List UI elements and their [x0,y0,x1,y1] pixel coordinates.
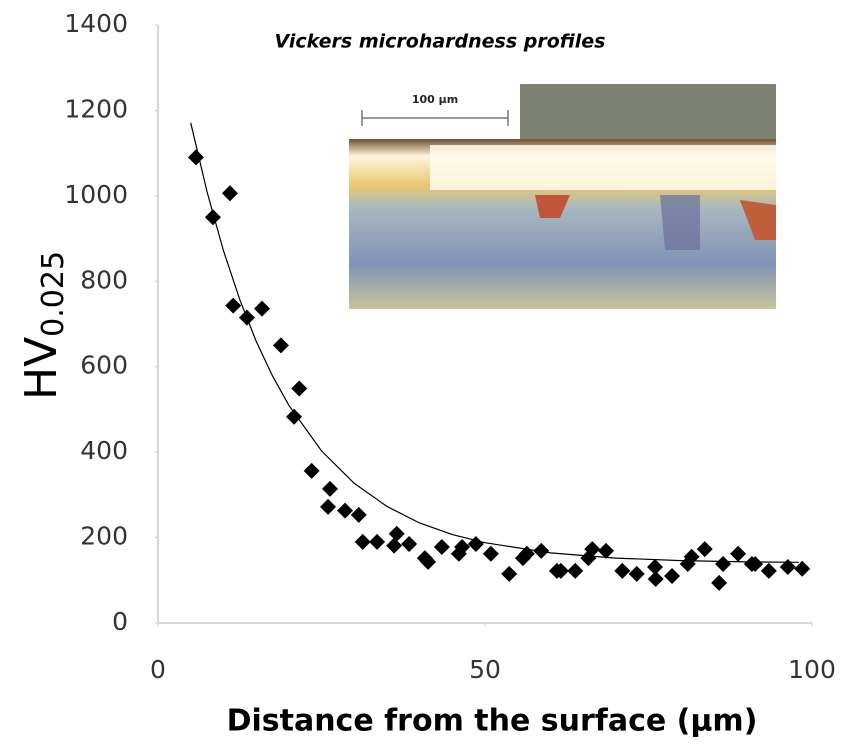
data-point [320,498,337,515]
data-point [747,556,764,573]
data-point [388,525,405,542]
data-point [454,538,471,555]
x-tick-label: 0 [150,655,166,684]
data-point [597,542,614,559]
y-axis-label: HV0.025 [16,251,71,400]
data-point [760,562,777,579]
data-point [501,565,518,582]
data-point [386,537,403,554]
data-point [354,533,371,550]
fit-line [190,122,799,563]
y-tick-label: 1200 [64,94,128,123]
data-point [253,300,270,317]
data-point [291,380,308,397]
x-axis-label: Distance from the surface (µm) [227,704,758,739]
y-tick-label: 0 [112,607,128,636]
data-point [433,538,450,555]
data-point [401,535,418,552]
data-point [272,337,289,354]
data-point [647,571,664,588]
data-point [286,408,303,425]
x-tick-label: 50 [469,655,501,684]
data-point [482,545,499,562]
y-tick-label: 600 [80,351,128,380]
data-point [467,535,484,552]
data-point [794,560,811,577]
data-point [225,297,242,314]
data-point [683,548,700,565]
data-point [322,480,339,497]
data-point [584,541,601,558]
data-point [715,556,732,573]
y-axis-label-main: HV [16,337,67,400]
data-point [552,562,569,579]
data-point [337,502,354,519]
chart-title: Vickers microhardness profiles [275,31,606,53]
data-point [647,559,664,576]
y-tick-label: 1000 [64,180,128,209]
data-point [664,568,681,585]
inset-image: 100 µm [349,84,776,309]
data-point [730,545,747,562]
x-tick-label: 100 [788,655,836,684]
y-tick-label: 800 [80,265,128,294]
data-point [204,209,221,226]
y-axis-label-subscript: 0.025 [36,251,71,337]
y-axis-label-group: HV0.025 [16,251,71,400]
y-tick-label: 200 [80,522,128,551]
data-point [533,542,550,559]
data-point [238,309,255,326]
data-point [420,553,437,570]
y-tick-label: 400 [80,436,128,465]
y-tick-label: 1400 [64,9,128,38]
data-point [628,565,645,582]
data-point [303,462,320,479]
inset-scale-label: 100 µm [412,93,458,106]
data-point [779,559,796,576]
data-point [614,562,631,579]
data-point [518,545,535,562]
data-point [221,185,238,202]
data-point [350,506,367,523]
data-point [711,574,728,591]
data-point [696,541,713,558]
data-point [567,562,584,579]
data-point [369,533,386,550]
data-point [187,149,204,166]
